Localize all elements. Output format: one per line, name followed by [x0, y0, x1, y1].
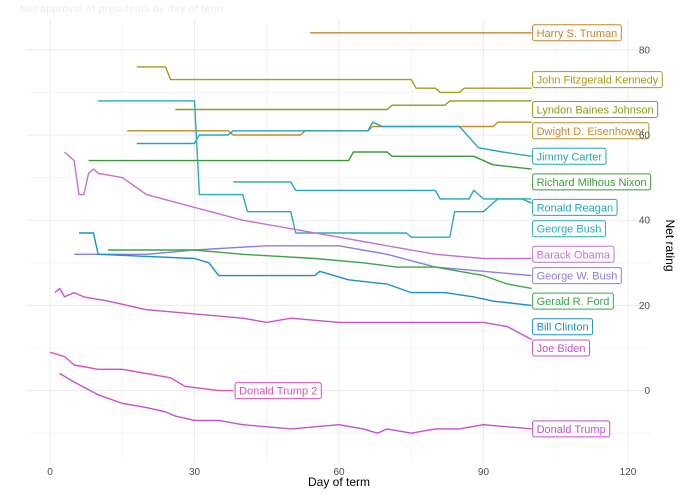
series-label-donald-trump: Donald Trump — [532, 420, 611, 438]
series-label-richard-milhous-nixon: Richard Milhous Nixon — [532, 173, 652, 191]
series-label-text: Harry S. Truman — [537, 28, 618, 40]
series-label-george-bush: George Bush — [532, 220, 606, 238]
y-tick-label: 0 — [644, 386, 650, 397]
series-label-text: Richard Milhous Nixon — [537, 177, 647, 189]
series-label-box — [532, 420, 611, 438]
series-line-george-w-bush — [74, 245, 532, 277]
series-line-gerald-r-ford — [107, 249, 532, 290]
series-label-gerald-r-ford: Gerald R. Ford — [532, 292, 614, 310]
faint-header-text: Net approval of presidents by day of ter… — [20, 4, 224, 15]
series-label-text: Barack Obama — [537, 249, 611, 261]
series-label-box — [532, 71, 663, 89]
x-axis-title: Day of term — [308, 475, 370, 489]
series-line-bill-clinton — [79, 232, 532, 307]
series-label-box — [532, 24, 622, 42]
series-line-john-fitzgerald-kennedy — [136, 66, 532, 94]
series-label-bill-clinton: Bill Clinton — [532, 318, 594, 336]
series-label-lyndon-baines-johnson: Lyndon Baines Johnson — [532, 100, 659, 118]
series-label-box — [234, 382, 322, 400]
series-label-barack-obama: Barack Obama — [532, 245, 615, 263]
y-axis-title: Net rating — [663, 219, 677, 271]
series-label-george-w-bush: George W. Bush — [532, 267, 622, 285]
series-label-text: Jimmy Carter — [537, 151, 603, 163]
series-label-text: Bill Clinton — [537, 322, 589, 334]
series-label-text: George W. Bush — [537, 271, 618, 283]
series-label-dwight-d-eisenhower: Dwight D. Eisenhower — [532, 122, 650, 140]
series-label-joe-biden: Joe Biden — [532, 339, 591, 357]
series-labels: Harry S. Truman John Fitzgerald Kennedy Ly… — [234, 24, 663, 438]
series-lines — [49, 32, 532, 434]
series-label-text: John Fitzgerald Kennedy — [537, 75, 659, 87]
series-label-box — [532, 198, 618, 216]
y-tick-label: 20 — [639, 301, 651, 312]
x-tick-label: 30 — [189, 467, 201, 478]
series-label-jimmy-carter: Jimmy Carter — [532, 147, 607, 165]
y-tick-label: 60 — [639, 131, 651, 142]
series-label-box — [532, 122, 650, 140]
series-label-text: Ronald Reagan — [537, 202, 613, 214]
x-tick-label: 90 — [478, 467, 490, 478]
series-label-text: Dwight D. Eisenhower — [537, 126, 646, 138]
series-label-text: Lyndon Baines Johnson — [537, 104, 654, 116]
y-tick-label: 80 — [639, 45, 651, 56]
series-label-donald-trump-2: Donald Trump 2 — [234, 382, 322, 400]
series-line-jimmy-carter — [136, 121, 532, 157]
series-label-box — [532, 339, 591, 357]
series-label-text: George Bush — [537, 224, 602, 236]
series-label-box — [532, 292, 614, 310]
series-label-john-fitzgerald-kennedy: John Fitzgerald Kennedy — [532, 71, 663, 89]
series-label-harry-s-truman: Harry S. Truman — [532, 24, 622, 42]
x-tick-label: 0 — [47, 467, 53, 478]
series-line-ronald-reagan — [233, 181, 532, 204]
series-line-barack-obama — [64, 151, 532, 260]
series-line-dwight-d-eisenhower — [127, 121, 532, 136]
series-line-donald-trump-2 — [49, 351, 234, 392]
series-line-george-bush — [98, 100, 532, 238]
series-label-box — [532, 318, 594, 336]
series-label-box — [532, 220, 606, 238]
series-line-donald-trump — [59, 372, 532, 434]
y-axis-ticks: 0 20 40 60 80 — [639, 45, 651, 397]
series-label-text: Gerald R. Ford — [537, 296, 610, 308]
series-label-box — [532, 173, 652, 191]
series-label-box — [532, 100, 659, 118]
series-label-text: Donald Trump — [537, 424, 606, 436]
series-label-box — [532, 267, 622, 285]
x-tick-label: 120 — [620, 467, 637, 478]
series-label-text: Donald Trump 2 — [239, 386, 317, 398]
series-line-joe-biden — [54, 287, 532, 341]
series-line-lyndon-baines-johnson — [175, 100, 532, 111]
series-line-richard-milhous-nixon — [88, 151, 532, 170]
series-label-box — [532, 147, 607, 165]
x-axis-ticks: 0 30 60 90 120 — [47, 467, 636, 478]
series-label-ronald-reagan: Ronald Reagan — [532, 198, 618, 216]
series-label-text: Joe Biden — [537, 343, 586, 355]
x-tick-label: 60 — [333, 467, 345, 478]
series-label-box — [532, 245, 615, 263]
y-tick-label: 40 — [639, 216, 651, 227]
